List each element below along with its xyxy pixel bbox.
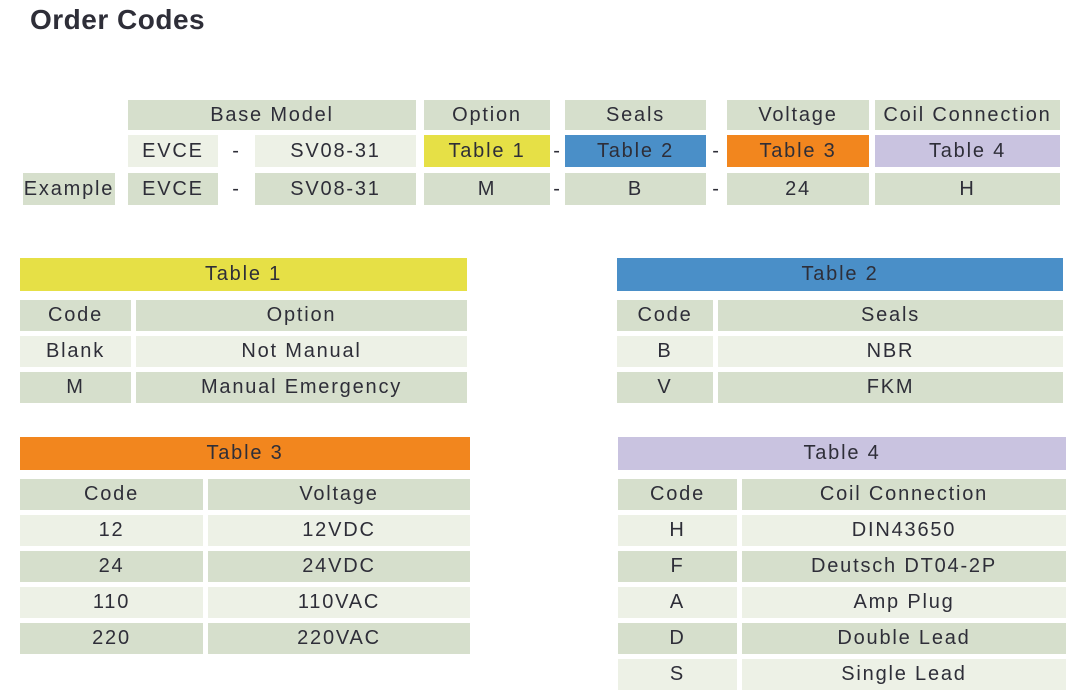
table-2-seals: Table 2 Code Seals B NBR V FKM bbox=[617, 258, 1063, 403]
desc-cell: 220VAC bbox=[208, 623, 470, 654]
desc-cell: 12VDC bbox=[208, 515, 470, 546]
column-header-code: Code bbox=[20, 479, 203, 510]
example-separator-3: - bbox=[712, 177, 721, 200]
code-cell: Blank bbox=[20, 336, 131, 367]
table-1-grid: Code Option Blank Not Manual M Manual Em… bbox=[20, 300, 467, 403]
example-separator-2: - bbox=[553, 177, 562, 200]
code-cell: B bbox=[617, 336, 713, 367]
example-model-cell: SV08-31 bbox=[255, 173, 416, 205]
table-1-title-bar: Table 1 bbox=[20, 258, 467, 291]
code-cell: M bbox=[20, 372, 131, 403]
desc-cell: Double Lead bbox=[742, 623, 1066, 654]
header-voltage: Voltage bbox=[727, 100, 869, 130]
desc-cell: DIN43650 bbox=[742, 515, 1066, 546]
desc-cell: 24VDC bbox=[208, 551, 470, 582]
column-header-voltage: Voltage bbox=[208, 479, 470, 510]
desc-cell: Single Lead bbox=[742, 659, 1066, 690]
code-cell: F bbox=[618, 551, 737, 582]
table-3-grid: Code Voltage 12 12VDC 24 24VDC 110 110VA… bbox=[20, 479, 470, 654]
table-3-voltage: Table 3 Code Voltage 12 12VDC 24 24VDC 1… bbox=[20, 437, 470, 654]
code-cell: 12 bbox=[20, 515, 203, 546]
header-coil-connection: Coil Connection bbox=[875, 100, 1060, 130]
ref-seals-cell: Table 2 bbox=[565, 135, 706, 167]
code-cell: 24 bbox=[20, 551, 203, 582]
header-option: Option bbox=[424, 100, 550, 130]
column-header-code: Code bbox=[617, 300, 713, 331]
code-cell: D bbox=[618, 623, 737, 654]
table-4-title-bar: Table 4 bbox=[618, 437, 1066, 470]
desc-cell: Amp Plug bbox=[742, 587, 1066, 618]
table-4-grid: Code Coil Connection H DIN43650 F Deutsc… bbox=[618, 479, 1066, 690]
code-cell: S bbox=[618, 659, 737, 690]
desc-cell: Manual Emergency bbox=[136, 372, 467, 403]
table-2-title-bar: Table 2 bbox=[617, 258, 1063, 291]
ref-separator-3: - bbox=[712, 139, 721, 162]
example-seals-cell: B bbox=[565, 173, 706, 205]
ref-coil-cell: Table 4 bbox=[875, 135, 1060, 167]
ref-separator-1: - bbox=[232, 139, 241, 162]
header-seals: Seals bbox=[565, 100, 706, 130]
header-base-model: Base Model bbox=[128, 100, 416, 130]
code-cell: A bbox=[618, 587, 737, 618]
code-cell: H bbox=[618, 515, 737, 546]
ref-model-cell: SV08-31 bbox=[255, 135, 416, 167]
column-header-code: Code bbox=[618, 479, 737, 510]
code-cell: 220 bbox=[20, 623, 203, 654]
desc-cell: Deutsch DT04-2P bbox=[742, 551, 1066, 582]
desc-cell: 110VAC bbox=[208, 587, 470, 618]
example-separator-1: - bbox=[232, 177, 241, 200]
column-header-option: Option bbox=[136, 300, 467, 331]
order-code-builder-table: Base Model Option Seals Voltage Coil Con… bbox=[23, 100, 1060, 205]
table-1-option: Table 1 Code Option Blank Not Manual M M… bbox=[20, 258, 467, 403]
table-2-grid: Code Seals B NBR V FKM bbox=[617, 300, 1063, 403]
example-label-cell: Example bbox=[23, 173, 115, 205]
page-title: Order Codes bbox=[30, 4, 206, 35]
ref-voltage-cell: Table 3 bbox=[727, 135, 869, 167]
desc-cell: Not Manual bbox=[136, 336, 467, 367]
ref-option-cell: Table 1 bbox=[424, 135, 550, 167]
ref-separator-2: - bbox=[553, 139, 562, 162]
ref-prefix-cell: EVCE bbox=[128, 135, 218, 167]
example-prefix-cell: EVCE bbox=[128, 173, 218, 205]
column-header-coil-connection: Coil Connection bbox=[742, 479, 1066, 510]
code-cell: 110 bbox=[20, 587, 203, 618]
table-3-title-bar: Table 3 bbox=[20, 437, 470, 470]
table-4-coil-connection: Table 4 Code Coil Connection H DIN43650 … bbox=[618, 437, 1066, 690]
example-option-cell: M bbox=[424, 173, 550, 205]
code-cell: V bbox=[617, 372, 713, 403]
desc-cell: FKM bbox=[718, 372, 1063, 403]
example-coil-cell: H bbox=[875, 173, 1060, 205]
desc-cell: NBR bbox=[718, 336, 1063, 367]
column-header-code: Code bbox=[20, 300, 131, 331]
example-voltage-cell: 24 bbox=[727, 173, 869, 205]
column-header-seals: Seals bbox=[718, 300, 1063, 331]
